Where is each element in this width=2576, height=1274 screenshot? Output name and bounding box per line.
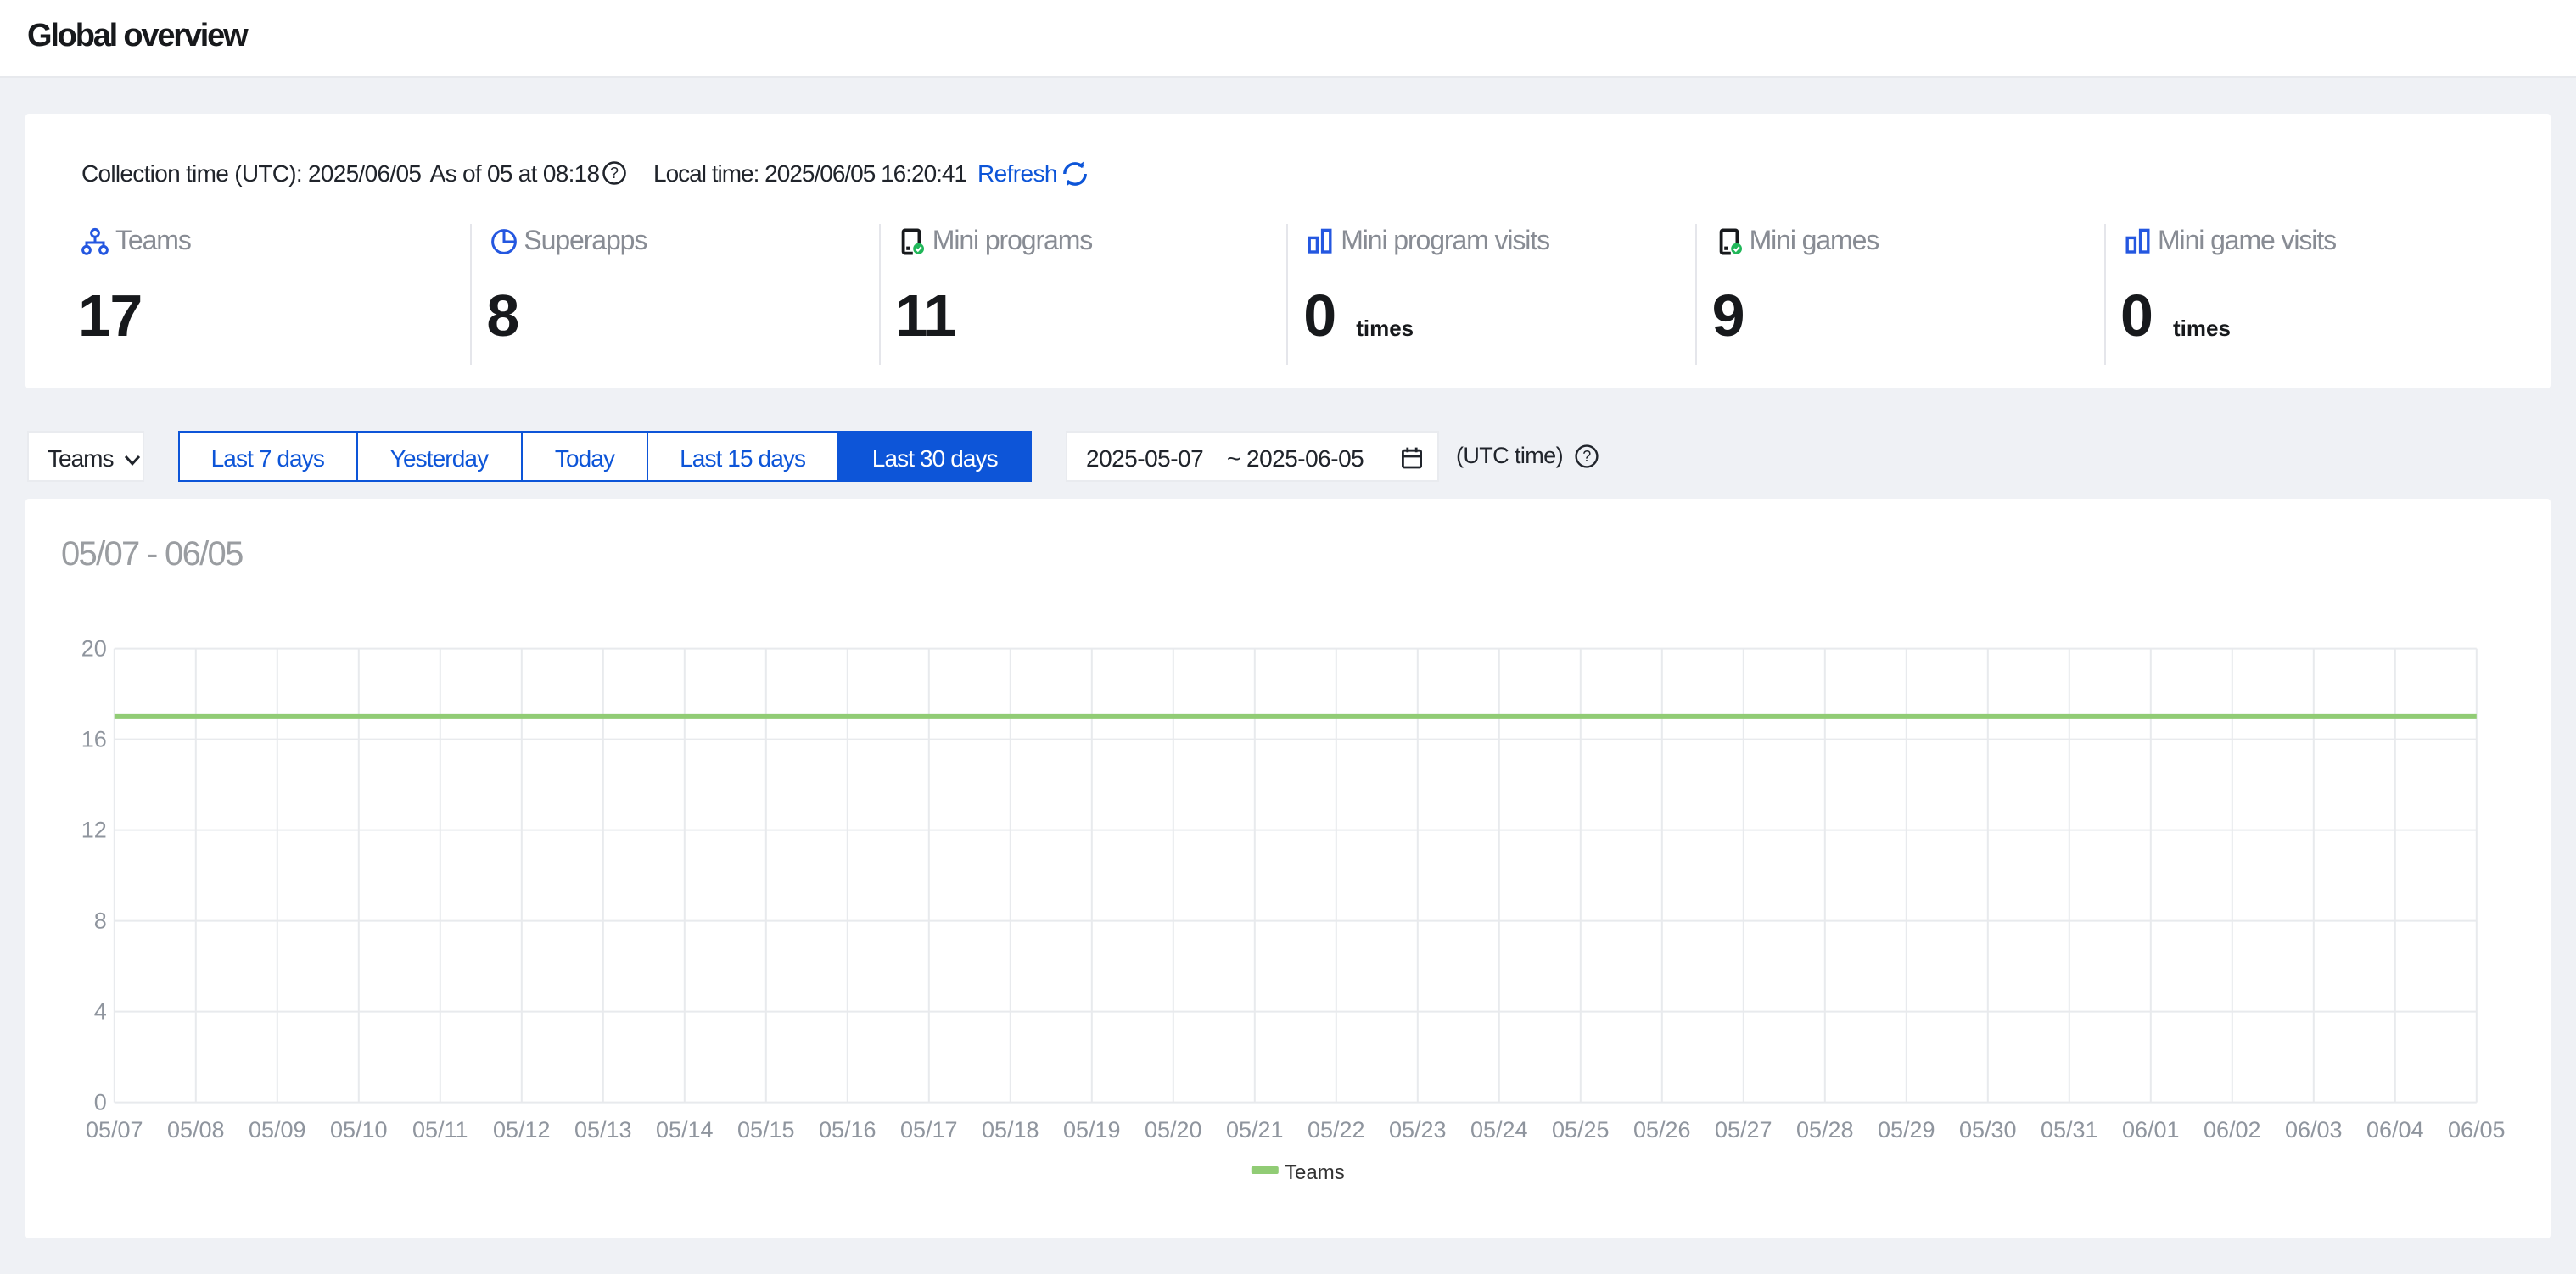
svg-text:05/19: 05/19: [1063, 1117, 1121, 1143]
svg-text:05/25: 05/25: [1552, 1117, 1610, 1143]
svg-text:05/28: 05/28: [1796, 1117, 1854, 1143]
svg-text:05/31: 05/31: [2041, 1117, 2098, 1143]
svg-text:05/12: 05/12: [493, 1117, 551, 1143]
svg-text:20: 20: [81, 636, 107, 662]
svg-text:12: 12: [81, 818, 107, 843]
svg-text:?: ?: [1582, 447, 1591, 464]
svg-text:06/04: 06/04: [2366, 1117, 2424, 1143]
svg-text:06/05: 06/05: [2448, 1117, 2506, 1143]
svg-text:05/10: 05/10: [330, 1117, 388, 1143]
svg-text:05/26: 05/26: [1633, 1117, 1691, 1143]
svg-text:05/23: 05/23: [1389, 1117, 1447, 1143]
svg-text:Teams: Teams: [1285, 1161, 1345, 1184]
svg-text:05/18: 05/18: [982, 1117, 1039, 1143]
svg-text:05/20: 05/20: [1145, 1117, 1202, 1143]
svg-text:06/02: 06/02: [2204, 1117, 2261, 1143]
svg-text:05/14: 05/14: [656, 1117, 714, 1143]
svg-text:4: 4: [94, 999, 107, 1025]
svg-text:05/13: 05/13: [574, 1117, 632, 1143]
svg-text:?: ?: [610, 164, 619, 182]
svg-text:05/30: 05/30: [1959, 1117, 2017, 1143]
svg-text:06/01: 06/01: [2122, 1117, 2180, 1143]
svg-text:05/24: 05/24: [1470, 1117, 1528, 1143]
svg-text:05/21: 05/21: [1226, 1117, 1284, 1143]
svg-text:05/27: 05/27: [1715, 1117, 1772, 1143]
svg-text:05/16: 05/16: [819, 1117, 876, 1143]
svg-text:05/15: 05/15: [737, 1117, 795, 1143]
svg-text:05/08: 05/08: [167, 1117, 225, 1143]
svg-text:05/29: 05/29: [1878, 1117, 1935, 1143]
svg-text:05/07: 05/07: [86, 1117, 143, 1143]
svg-text:05/22: 05/22: [1308, 1117, 1365, 1143]
svg-text:05/11: 05/11: [412, 1117, 468, 1143]
svg-text:0: 0: [94, 1090, 107, 1115]
svg-text:05/09: 05/09: [249, 1117, 306, 1143]
svg-text:05/17: 05/17: [900, 1117, 958, 1143]
svg-text:8: 8: [94, 908, 107, 934]
svg-text:06/03: 06/03: [2285, 1117, 2343, 1143]
svg-text:16: 16: [81, 727, 107, 752]
